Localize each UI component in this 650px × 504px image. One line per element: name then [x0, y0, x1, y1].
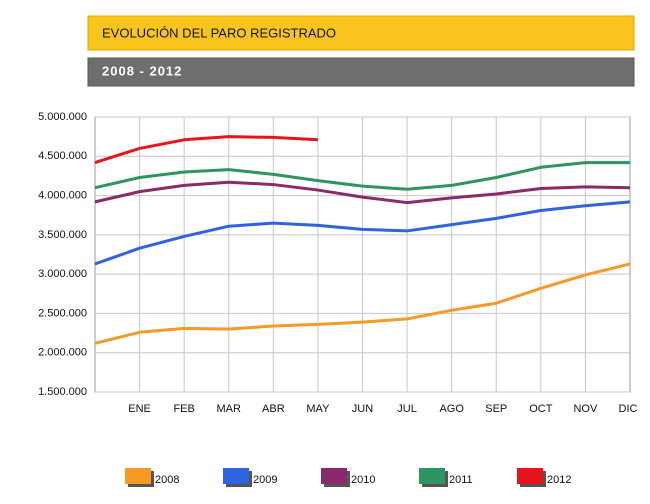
chart-subtitle: 2008 - 2012 — [102, 63, 182, 78]
y-tick-label: 5.000.000 — [38, 111, 87, 123]
x-tick-label: JUN — [352, 403, 373, 415]
legend-swatch — [517, 468, 543, 484]
chart-title: EVOLUCIÓN DEL PARO REGISTRADO — [102, 25, 336, 40]
x-tick-label: ENE — [128, 403, 151, 415]
x-tick-label: JUL — [397, 403, 417, 415]
legend-label: 2010 — [351, 474, 375, 486]
series-line — [94, 135, 318, 165]
legend-label: 2011 — [449, 474, 473, 486]
series-line — [94, 200, 631, 266]
series-line — [94, 161, 630, 191]
y-tick-label: 2.500.000 — [38, 307, 87, 319]
legend-swatch — [321, 468, 347, 484]
x-tick-label: DIC — [619, 403, 638, 415]
x-tick-label: MAR — [217, 403, 242, 415]
x-tick-label: FEB — [173, 403, 194, 415]
x-tick-label: ABR — [262, 403, 285, 415]
legend-label: 2009 — [253, 474, 277, 486]
x-tick-label: NOV — [573, 403, 598, 415]
title-bar — [87, 15, 635, 51]
legend-swatch — [223, 468, 249, 484]
x-tick-label: SEP — [485, 403, 507, 415]
x-tick-label: OCT — [529, 403, 553, 415]
y-tick-label: 4.500.000 — [38, 150, 87, 162]
x-tick-label: AGO — [439, 403, 464, 415]
legend-label: 2008 — [155, 474, 179, 486]
legend-label: 2012 — [547, 474, 571, 486]
x-tick-label: MAY — [306, 403, 330, 415]
y-tick-label: 2.000.000 — [38, 347, 87, 359]
series-line — [94, 262, 631, 345]
y-tick-label: 3.000.000 — [38, 268, 87, 280]
legend-swatch — [125, 468, 151, 484]
legend-swatch — [419, 468, 445, 484]
y-tick-label: 3.500.000 — [38, 229, 87, 241]
y-tick-label: 4.000.000 — [38, 189, 87, 201]
series-line — [94, 180, 631, 205]
y-tick-label: 1.500.000 — [38, 386, 87, 398]
subtitle-bar — [87, 57, 635, 87]
